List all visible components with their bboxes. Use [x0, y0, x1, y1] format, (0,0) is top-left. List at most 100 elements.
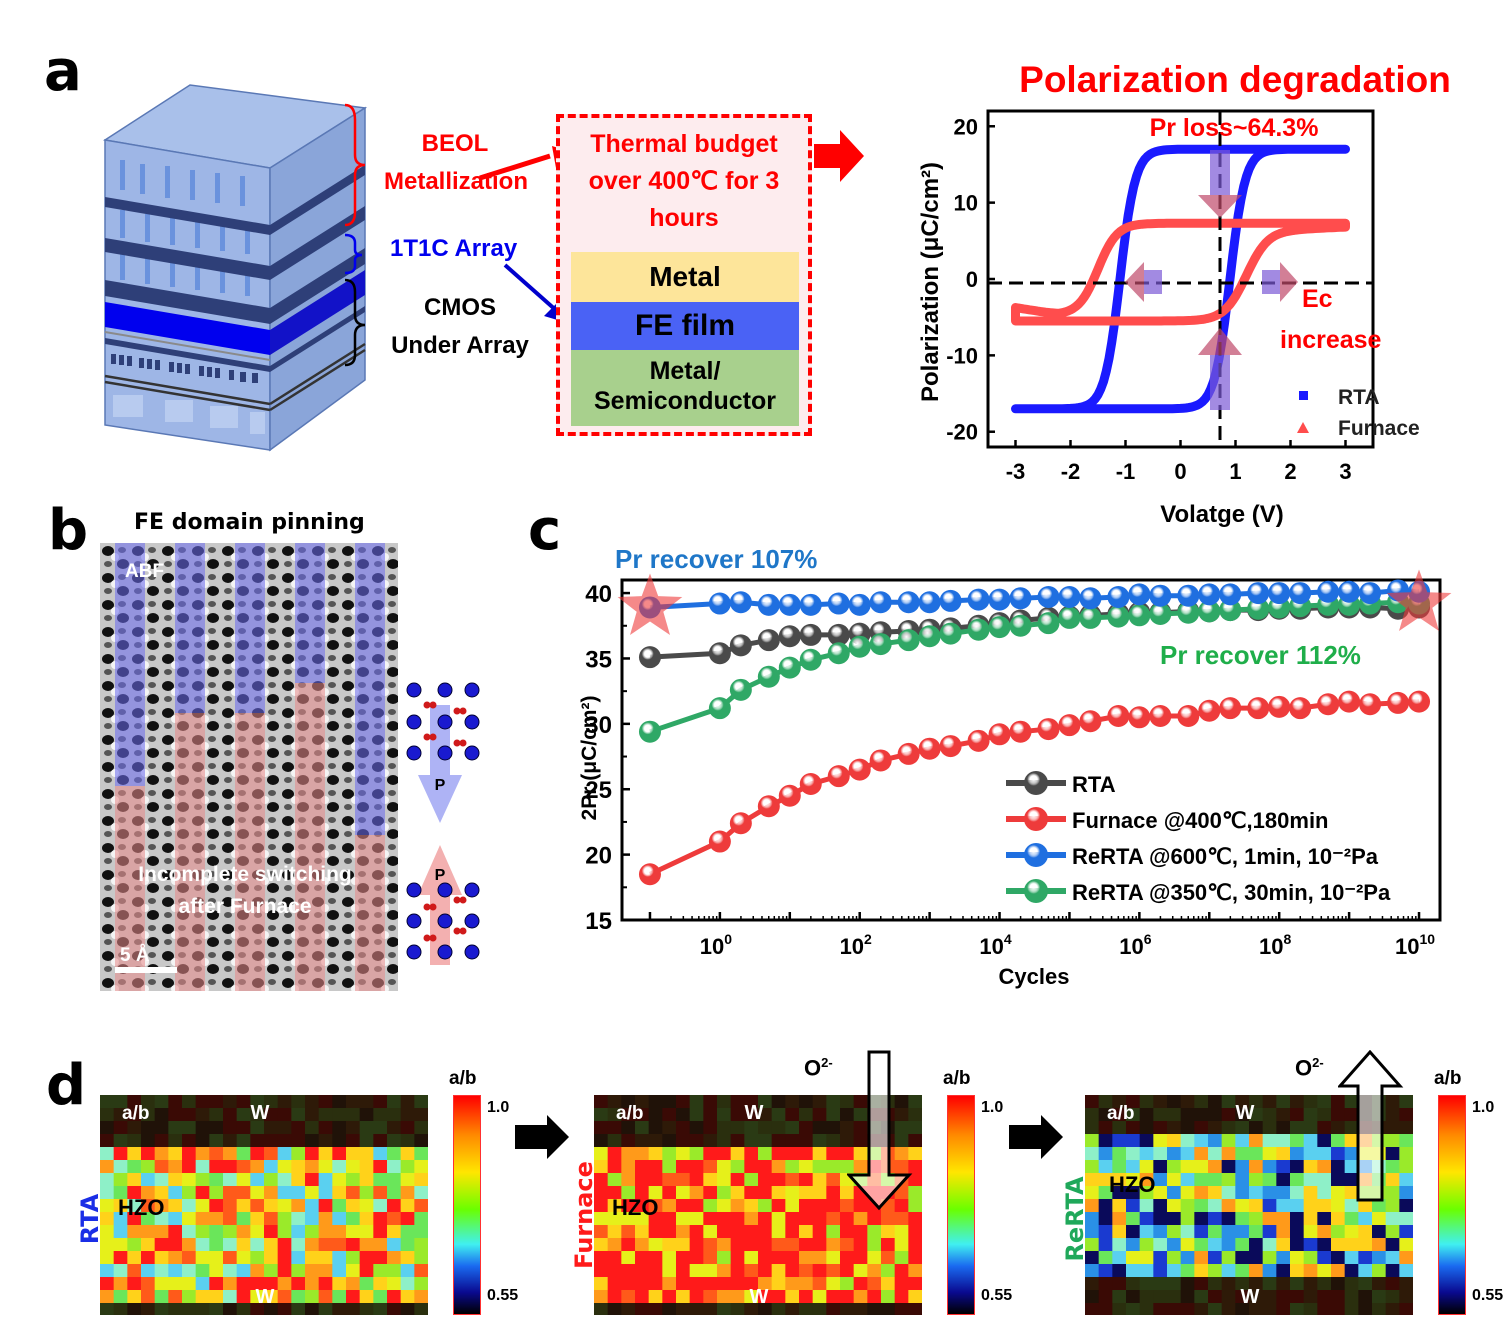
via-stripes: [120, 160, 250, 296]
heatmap-cell: [1290, 1251, 1305, 1265]
data-point: [967, 588, 990, 611]
heatmap-cell: [703, 1134, 718, 1148]
heatmap-cell: [168, 1095, 183, 1109]
heatmap-cell: [1385, 1095, 1400, 1109]
heatmap-cell: [100, 1251, 115, 1265]
heatmap-cell: [1221, 1225, 1236, 1239]
heatmap-cell: [1317, 1108, 1332, 1122]
heatmap-cell: [1385, 1186, 1400, 1200]
heatmap-cell: [607, 1290, 622, 1304]
colorbar-max-label: 1.0: [487, 1099, 510, 1116]
heatmap-cell: [621, 1303, 636, 1315]
heatmap-cell: [607, 1108, 622, 1122]
heatmap-cell: [635, 1251, 650, 1265]
heatmap-cell: [1235, 1173, 1250, 1187]
data-point: [827, 623, 850, 646]
heatmap-cell: [717, 1160, 732, 1174]
heatmap-cell: [1139, 1147, 1154, 1161]
heatmap-cell: [785, 1264, 800, 1278]
heatmap-cell: [1331, 1108, 1346, 1122]
pe-x-tick-label: 1: [1229, 459, 1241, 484]
heatmap-cell: [1262, 1199, 1277, 1213]
heatmap-cell: [154, 1225, 169, 1239]
heatmap-cell: [264, 1251, 279, 1265]
heatmap-cell: [635, 1199, 650, 1213]
heatmap-cell: [648, 1121, 663, 1135]
heatmap-cell: [1139, 1121, 1154, 1135]
heatmap-cell: [1385, 1225, 1400, 1239]
heatmap-cell: [182, 1251, 197, 1265]
data-point: [1219, 583, 1242, 606]
heatmap-cell: [785, 1108, 800, 1122]
bottom-w-label: W: [256, 1286, 275, 1308]
heatmap-cell: [1194, 1290, 1209, 1304]
heatmap-cell: [113, 1238, 128, 1252]
heatmap-cell: [1235, 1186, 1250, 1200]
heatmap-cell: [113, 1212, 128, 1226]
heatmap-cell: [127, 1251, 142, 1265]
heatmap-cell: [758, 1251, 773, 1265]
heatmap-cell: [908, 1303, 922, 1315]
heatmap-cell: [744, 1264, 759, 1278]
oxygen-atoms: [423, 701, 467, 942]
heatmap-cell: [195, 1212, 210, 1226]
heatmap-cell: [840, 1134, 855, 1148]
heatmap-cell: [758, 1147, 773, 1161]
heatmap-cell: [387, 1173, 402, 1187]
heatmap-cell: [141, 1264, 156, 1278]
heatmap-cell: [607, 1212, 622, 1226]
heatmap-cell: [1208, 1134, 1223, 1148]
heatmap-cell: [703, 1238, 718, 1252]
series-furnace: [638, 690, 1431, 886]
heatmap-cell: [881, 1290, 896, 1304]
data-point: [869, 591, 892, 614]
heatmap-cell: [635, 1173, 650, 1187]
heatmap-cell: [840, 1147, 855, 1161]
heatmap-cell: [1385, 1173, 1400, 1187]
heatmap-cell: [291, 1212, 306, 1226]
heatmap-cell: [1262, 1277, 1277, 1291]
data-point: [1247, 697, 1270, 720]
heatmap-cell: [127, 1225, 142, 1239]
heatmap-cell: [1126, 1121, 1141, 1135]
heatmap-cell: [1235, 1160, 1250, 1174]
bottom-w-label: W: [750, 1286, 769, 1308]
heatmap-cell: [359, 1277, 374, 1291]
heatmap-cell: [758, 1277, 773, 1291]
heatmap-cell: [291, 1095, 306, 1109]
heatmap-cell: [1167, 1186, 1182, 1200]
heatmap-cell: [154, 1134, 169, 1148]
heatmap-cell: [758, 1264, 773, 1278]
heatmap-cell: [1317, 1134, 1332, 1148]
heatmap-cell: [1085, 1121, 1100, 1135]
heatmap-cell: [277, 1264, 292, 1278]
heatmap-cell: [826, 1264, 841, 1278]
data-point: [778, 784, 801, 807]
heatmap-cell: [717, 1186, 732, 1200]
data-point: [1037, 718, 1060, 741]
heatmap-cell: [1126, 1199, 1141, 1213]
heatmap-cell: [250, 1277, 265, 1291]
heatmap-cell: [689, 1121, 704, 1135]
heatmap-cell: [332, 1212, 347, 1226]
data-point: [799, 773, 822, 795]
heatmap-cell: [1358, 1238, 1373, 1252]
heatmap-cell: [1208, 1303, 1223, 1315]
endurance-x-tick-label: 104: [979, 931, 1011, 959]
heatmap-cell: [1167, 1303, 1182, 1315]
heatmap-cell: [1139, 1277, 1154, 1291]
heatmap-cell: [1112, 1147, 1127, 1161]
heatmap-cell: [1399, 1290, 1413, 1304]
heatmap-cell: [799, 1238, 814, 1252]
heatmap-cell: [332, 1173, 347, 1187]
heatmap-cell: [195, 1160, 210, 1174]
heatmap-cell: [195, 1264, 210, 1278]
heatmap-cell: [1372, 1303, 1387, 1315]
heatmap-cell: [662, 1290, 677, 1304]
heatmap-cell: [826, 1186, 841, 1200]
heatmap-cell: [1317, 1212, 1332, 1226]
heatmap-cell: [1085, 1147, 1100, 1161]
heatmap-cell: [840, 1199, 855, 1213]
heatmap-cell: [209, 1225, 224, 1239]
heatmap-cell: [1372, 1264, 1387, 1278]
